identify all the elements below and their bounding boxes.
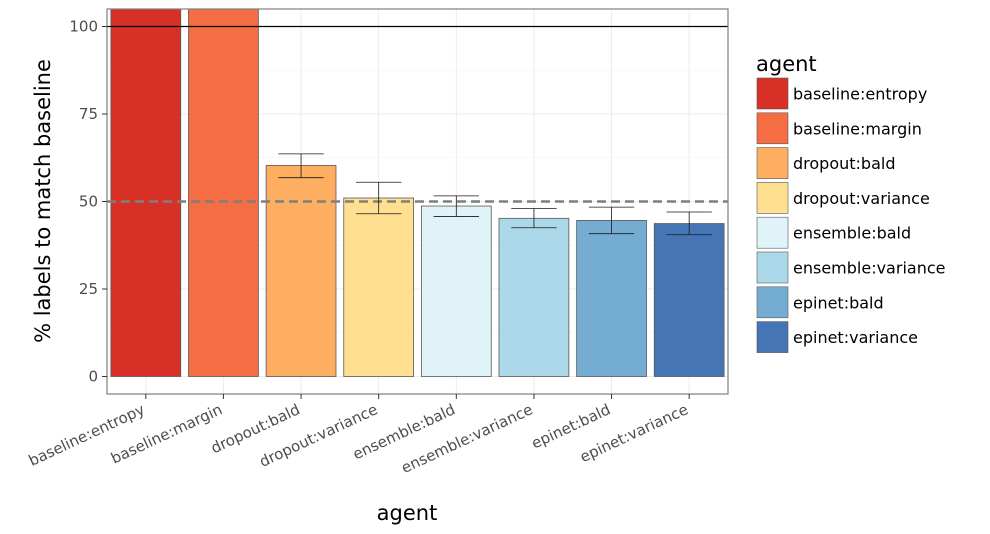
- error-bar-ensemble-variance: [511, 208, 557, 229]
- legend: agent baseline:entropy baseline:margin dro…: [756, 52, 945, 353]
- legend-label: ensemble:variance: [793, 259, 945, 278]
- y-tick-label: 100: [69, 18, 98, 36]
- legend-entry-epinet-bald: epinet:bald: [756, 286, 884, 319]
- error-bar-epinet-bald: [588, 206, 635, 235]
- legend-entry-ensemble-variance: ensemble:variance: [756, 251, 945, 284]
- legend-key: [756, 286, 789, 319]
- bar-ensemble-variance: [498, 217, 570, 377]
- legend-entry-baseline-margin: baseline:margin: [756, 112, 922, 145]
- plot-panel: [106, 8, 729, 395]
- bar-baseline-entropy: [110, 9, 182, 377]
- legend-key: [756, 147, 789, 179]
- legend-entry-epinet-variance: epinet:variance: [756, 321, 918, 353]
- legend-label: epinet:bald: [793, 293, 884, 312]
- legend-key: [756, 77, 789, 110]
- y-tick-label: 50: [79, 193, 98, 211]
- legend-label: baseline:entropy: [793, 85, 927, 104]
- legend-entry-dropout-variance: dropout:variance: [756, 182, 930, 214]
- legend-key: [756, 182, 789, 214]
- bar-dropout-bald: [265, 165, 337, 377]
- bar-epinet-bald: [576, 219, 647, 377]
- bar-baseline-margin: [188, 9, 259, 377]
- legend-label: baseline:margin: [793, 119, 922, 138]
- legend-key: [756, 321, 789, 353]
- y-axis-title: % labels to match baseline: [31, 59, 55, 343]
- bar-epinet-variance: [653, 223, 725, 377]
- legend-label: dropout:variance: [793, 189, 930, 208]
- legend-key: [756, 251, 789, 284]
- legend-key: [756, 112, 789, 145]
- error-bar-dropout-bald: [278, 153, 324, 179]
- bars: [110, 9, 725, 377]
- legend-entry-ensemble-bald: ensemble:bald: [756, 216, 911, 249]
- error-bar-ensemble-bald: [433, 195, 480, 217]
- y-tick-label: 75: [79, 105, 98, 123]
- bar-dropout-variance: [343, 197, 415, 377]
- legend-items: baseline:entropy baseline:margin dropout:b…: [756, 77, 945, 353]
- bar-ensemble-bald: [420, 205, 492, 377]
- error-bar-dropout-variance: [355, 181, 402, 215]
- y-tick-label: 0: [88, 368, 98, 386]
- legend-key: [756, 216, 789, 249]
- legend-entry-dropout-bald: dropout:bald: [756, 147, 895, 179]
- legend-label: dropout:bald: [793, 154, 895, 173]
- legend-entry-baseline-entropy: baseline:entropy: [756, 77, 927, 110]
- legend-label: epinet:variance: [793, 328, 918, 347]
- x-axis-title: agent: [377, 501, 438, 525]
- legend-title: agent: [756, 52, 817, 76]
- x-tick-label: ensemble:variance: [398, 400, 535, 477]
- y-tick-label: 25: [79, 280, 98, 298]
- legend-label: ensemble:bald: [793, 224, 911, 243]
- error-bar-epinet-variance: [666, 211, 712, 236]
